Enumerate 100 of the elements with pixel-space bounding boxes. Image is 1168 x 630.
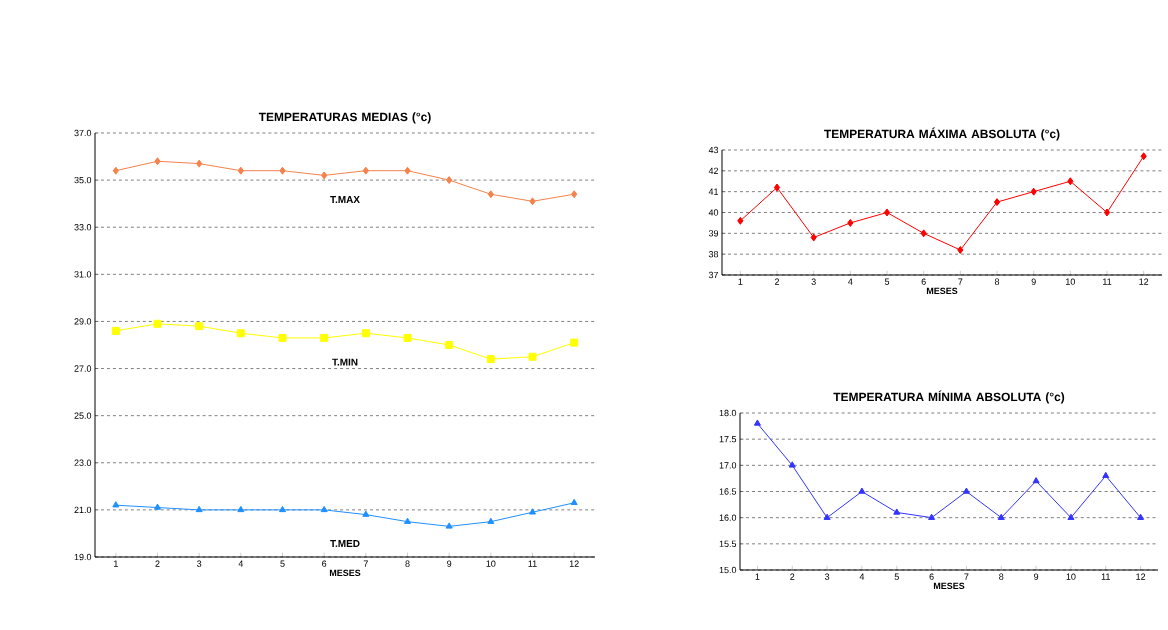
x-axis-title: MESES: [933, 582, 965, 590]
x-tick-label: 9: [447, 560, 452, 567]
point: [237, 166, 244, 175]
point: [1067, 177, 1074, 186]
point: [237, 505, 245, 513]
point: [883, 208, 891, 217]
point: [571, 190, 578, 199]
y-tick-label: 39: [708, 230, 719, 237]
x-tick-label: 5: [894, 573, 899, 580]
y-tick-label: 18.0: [719, 409, 737, 417]
x-tick-label: 9: [1034, 573, 1039, 580]
y-tick-label: 21.0: [74, 506, 92, 514]
point: [1032, 477, 1040, 484]
point: [362, 166, 369, 175]
x-tick-label: 6: [921, 278, 926, 285]
x-tick-label: 8: [999, 573, 1004, 580]
point: [893, 508, 901, 515]
point: [403, 517, 412, 524]
y-tick-label: 35.0: [74, 176, 92, 184]
point: [487, 517, 495, 524]
text: T.MED: [330, 540, 360, 547]
x-tick-label: 2: [774, 278, 780, 285]
x-tick-label: 2: [790, 573, 795, 580]
point: [445, 341, 454, 349]
point: [278, 505, 287, 513]
point: [112, 166, 119, 175]
point: [570, 338, 579, 347]
point: [196, 159, 203, 168]
x-axis-title: MESES: [329, 569, 361, 577]
point: [528, 508, 537, 515]
point: [279, 166, 286, 175]
point: [403, 333, 412, 342]
point: [773, 183, 781, 192]
x-tick-label: 3: [824, 573, 830, 580]
point: [1030, 187, 1037, 196]
point: [486, 355, 495, 364]
y-tick-label: 27.0: [74, 365, 92, 372]
point: [788, 461, 796, 468]
point: [993, 198, 1001, 207]
x-tick-label: 6: [929, 573, 934, 580]
y-tick-label: 25.0: [74, 412, 92, 419]
y-tick-label: 15.5: [719, 540, 737, 547]
y-tick-label: 37: [708, 271, 719, 279]
point: [321, 171, 328, 180]
x-tick-label: 11: [1103, 278, 1112, 285]
point: [195, 322, 204, 331]
x-tick-label: 4: [859, 573, 865, 580]
x-tick-label: 10: [1066, 573, 1076, 580]
x-tick-label: 12: [569, 560, 579, 567]
point: [236, 329, 245, 338]
point: [529, 197, 536, 206]
y-tick-label: 40: [708, 209, 719, 216]
point: [1067, 513, 1075, 520]
x-tick-label: 3: [811, 278, 816, 285]
point: [320, 505, 328, 513]
y-tick-label: 37.0: [74, 129, 92, 137]
x-tick-label: 3: [197, 560, 202, 567]
point: [962, 487, 970, 494]
point: [1102, 471, 1110, 479]
point: [154, 157, 161, 166]
chart-title: TEMPERATURA MÍNIMA ABSOLUTA (°c): [833, 390, 1065, 404]
x-tick-label: 10: [486, 560, 496, 567]
x-tick-label: 7: [964, 573, 969, 580]
y-tick-label: 29.0: [74, 318, 92, 325]
y-tick-label: 17.5: [719, 436, 737, 443]
series-label: T.MAX: [330, 196, 360, 203]
point: [928, 513, 936, 520]
y-tick-label: 38: [708, 250, 719, 258]
x-tick-label: 9: [1031, 278, 1036, 285]
point: [445, 522, 453, 529]
point: [1140, 152, 1147, 161]
point: [111, 326, 120, 335]
x-tick-label: 7: [958, 278, 963, 285]
y-tick-label: 19.0: [74, 553, 92, 561]
y-tick-label: 16.0: [719, 514, 737, 521]
y-tick-label: 31.0: [74, 271, 92, 278]
point: [1137, 513, 1145, 520]
x-tick-label: 12: [1139, 278, 1149, 285]
x-tick-label: 4: [848, 278, 853, 285]
point: [737, 216, 744, 225]
y-tick-label: 43: [708, 146, 719, 154]
point: [278, 333, 287, 342]
y-tick-label: 33.0: [74, 224, 92, 231]
x-tick-label: 8: [405, 560, 410, 567]
x-tick-label: 5: [884, 278, 890, 285]
point: [361, 329, 370, 338]
point: [320, 333, 329, 342]
point: [1103, 208, 1111, 217]
x-tick-label: 5: [280, 560, 285, 567]
y-tick-label: 23.0: [74, 459, 92, 466]
y-tick-label: 16.5: [719, 488, 737, 495]
point: [195, 505, 203, 513]
y-tick-label: 17.0: [719, 462, 737, 469]
x-tick-label: 4: [238, 560, 244, 567]
point: [112, 501, 120, 508]
point: [570, 498, 578, 506]
point: [823, 513, 831, 520]
x-tick-label: 8: [994, 278, 1000, 285]
x-tick-label: 1: [738, 278, 743, 285]
point: [362, 510, 370, 517]
